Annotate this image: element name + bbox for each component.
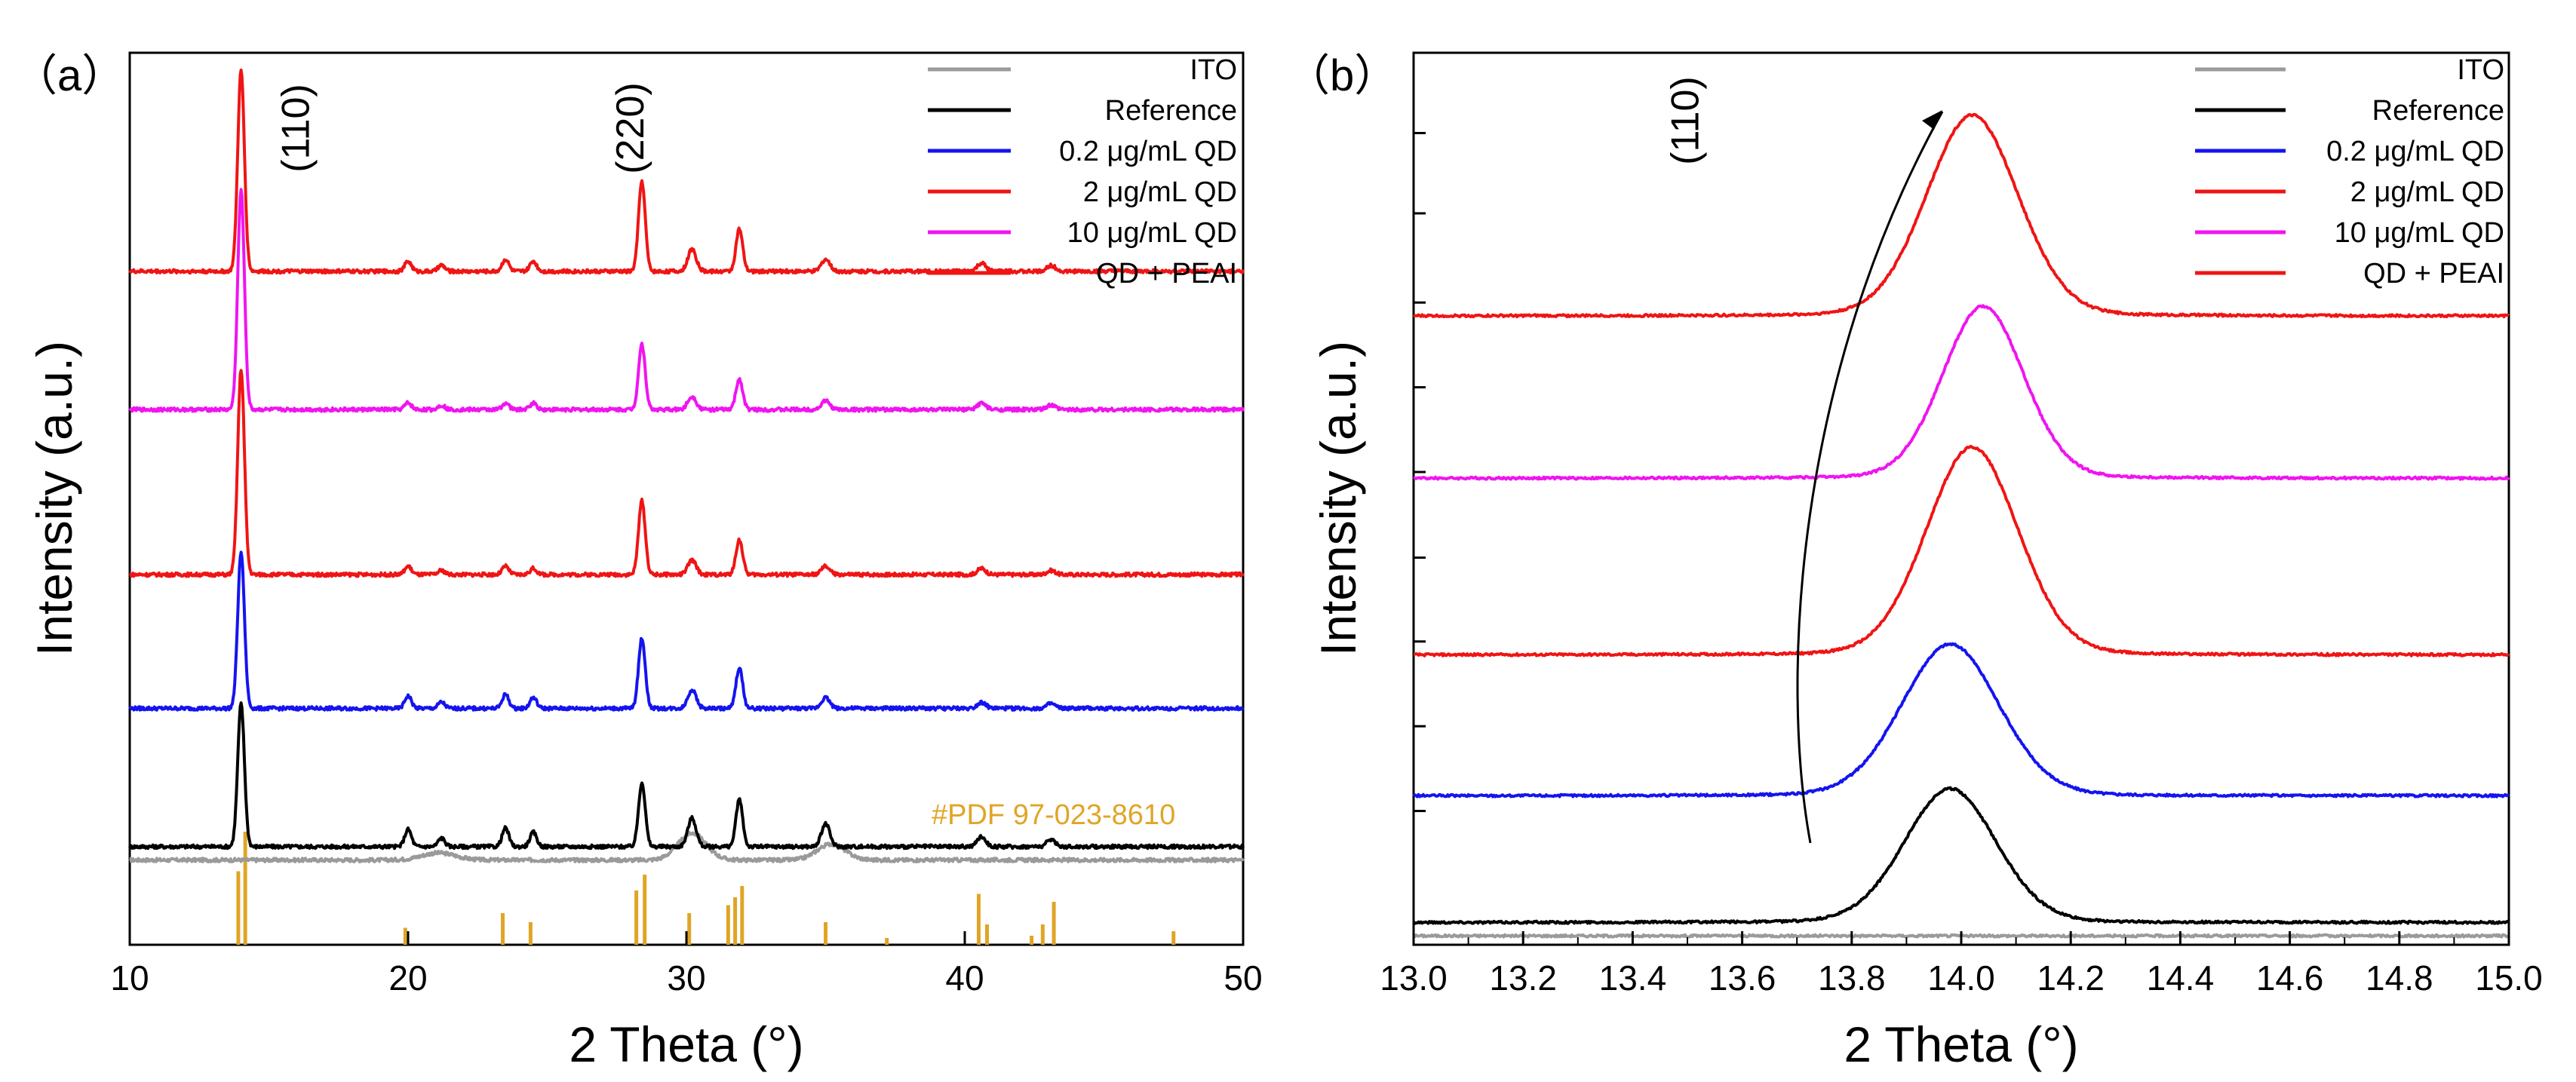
panel-b-series-line	[1412, 642, 2510, 798]
panel-b-series-line	[1413, 304, 2510, 481]
panel-b-peak-label-110: (110)	[1664, 76, 1708, 165]
panel-a-x-tick-label: 40	[945, 958, 984, 998]
legend-label: ITO	[1190, 54, 1237, 86]
panel-b-x-tick-label: 14.0	[1927, 958, 1995, 998]
panel-b-series-line	[1412, 112, 2510, 319]
panel-a-series	[128, 68, 1245, 863]
panel-b-legend: ITO Reference 0.2 μg/mL QD 2 μg/mL QD 10 μg/…	[2195, 54, 2504, 290]
panel-b-x-axis-title: 2 Theta (°)	[1844, 1016, 2078, 1072]
legend-label: ITO	[2457, 54, 2504, 86]
panel-b-x-tick-label: 13.6	[1709, 958, 1776, 998]
panel-a-series-line	[128, 68, 1245, 275]
legend-label: Reference	[2372, 95, 2504, 127]
panel-a-x-tick-label: 50	[1224, 958, 1262, 998]
panel-b-y-ticks	[1414, 131, 1426, 813]
panel-a-x-axis-title: 2 Theta (°)	[569, 1016, 803, 1072]
panel-a-reference-pattern	[236, 832, 1176, 945]
panel-b-x-tick-label: 14.6	[2256, 958, 2324, 998]
panel-a-series-line	[128, 701, 1245, 851]
panel-a-x-tick-label: 20	[388, 958, 427, 998]
legend-label: Reference	[1105, 95, 1237, 127]
panel-b-x-axis: 13.0 13.2 13.4 13.6 13.8 14.0 14.2 14.4 14.6 14.8…	[1380, 931, 2543, 998]
peak-shift-arrowhead	[1922, 110, 1942, 130]
panel-b-series-line	[1413, 444, 2510, 657]
panel-b-x-tick-label: 14.8	[2366, 958, 2433, 998]
legend-label: QD + PEAI	[2363, 258, 2504, 290]
peak-shift-arrow	[1796, 111, 1944, 844]
panel-a-x-tick-label: 30	[667, 958, 705, 998]
panel-a-y-axis-title: Intensity (a.u.)	[26, 341, 82, 656]
panel-a-peak-label-110: (110)	[275, 84, 318, 173]
panel-b-x-tick-label: 14.4	[2147, 958, 2215, 998]
legend-label: 0.2 μg/mL QD	[2326, 136, 2504, 167]
panel-b-axes-frame	[1412, 51, 2510, 946]
panel-b-x-tick-label: 13.0	[1380, 958, 1448, 998]
panel-b-y-axis-title: Intensity (a.u.)	[1310, 341, 1366, 656]
panel-b: （b） 13.0 13.2 13.4 13.6 13.8 14.0 14.2 14.4 14.6…	[1286, 51, 2543, 1072]
panel-a: （a） 10 20 30 40 50 (110) (220) #PDF 97-023-8…	[14, 51, 1263, 1072]
panel-a-peak-label-220: (220)	[609, 82, 652, 173]
panel-b-x-tick-label: 13.2	[1489, 958, 1557, 998]
legend-label: 10 μg/mL QD	[2335, 217, 2504, 249]
panel-b-series-line	[1412, 786, 2510, 925]
panel-b-label: （b）	[1286, 51, 1398, 100]
panel-a-label: （a）	[14, 51, 125, 100]
panel-b-x-tick-label: 15.0	[2475, 958, 2543, 998]
legend-label: 0.2 μg/mL QD	[1059, 136, 1237, 167]
panel-b-x-tick-label: 14.2	[2037, 958, 2105, 998]
panel-a-series-line	[129, 369, 1245, 578]
legend-label: 10 μg/mL QD	[1067, 217, 1237, 249]
panel-b-x-tick-label: 13.8	[1818, 958, 1886, 998]
panel-a-x-axis: 10 20 30 40 50	[110, 931, 1263, 998]
legend-label: 2 μg/mL QD	[1083, 176, 1237, 208]
panel-a-series-line	[128, 550, 1245, 712]
legend-label: 2 μg/mL QD	[2350, 176, 2504, 208]
panel-b-x-tick-label: 13.4	[1599, 958, 1667, 998]
panel-a-x-tick-label: 10	[110, 958, 149, 998]
legend-label: QD + PEAI	[1096, 258, 1237, 290]
panel-a-pdf-label: #PDF 97-023-8610	[932, 799, 1175, 831]
panel-a-series-line	[128, 188, 1245, 413]
panel-a-legend: ITO Reference 0.2 μg/mL QD 2 μg/mL QD 10 μg/…	[928, 54, 1237, 290]
